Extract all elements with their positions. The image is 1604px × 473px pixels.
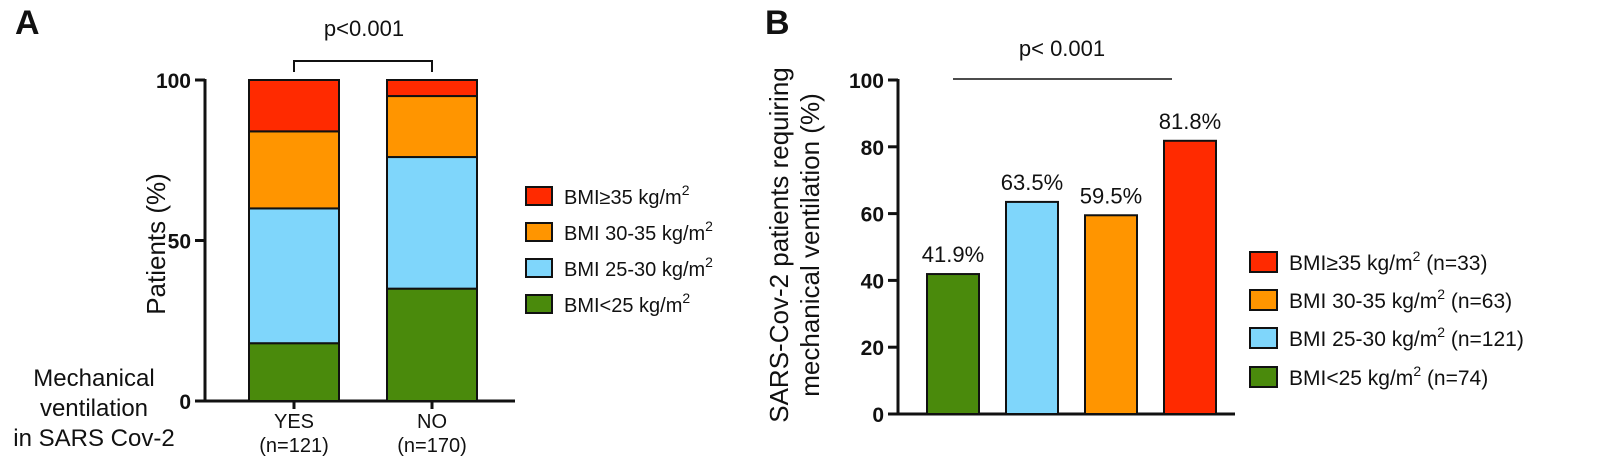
panel-b-legend-label: BMI≥35 kg/m2 (n=33) bbox=[1289, 248, 1487, 275]
panel-a-bar-segment bbox=[386, 79, 478, 98]
panel-b-y-axis-title: SARS-Cov-2 patients requiring mechanical… bbox=[764, 67, 825, 423]
panel-a-category-labels: YES(n=121) NO(n=170) bbox=[259, 411, 467, 457]
panel-a-legend-swatch bbox=[525, 222, 553, 242]
panel-a-legend-item: BMI 30-35 kg/m2 bbox=[525, 218, 713, 245]
panel-a-y-tick-label: 50 bbox=[168, 231, 191, 254]
panel-a-legend-item: BMI 25-30 kg/m2 bbox=[525, 254, 713, 281]
panel-a-legend-label: BMI 25-30 kg/m2 bbox=[564, 254, 713, 281]
panel-a-row-title-line-1: Mechanical bbox=[33, 365, 154, 392]
panel-a-legend-item: BMI<25 kg/m2 bbox=[525, 290, 690, 317]
panel-a-row-title-line-3: in SARS Cov-2 bbox=[13, 425, 174, 452]
panel-b-legend-swatch bbox=[1249, 289, 1278, 311]
panel-a-category-sublabel: (n=170) bbox=[397, 435, 467, 457]
panel-a-bar-segment bbox=[248, 130, 340, 210]
panel-a-legend-label: BMI≥35 kg/m2 bbox=[564, 182, 690, 209]
panel-a-legend-label: BMI 30-35 kg/m2 bbox=[564, 218, 713, 245]
panel-b: B SARS-Cov-2 patients requiring mechanic… bbox=[764, 4, 1524, 427]
panel-a-significance: p<0.001 bbox=[293, 16, 433, 72]
panel-b-bars: 41.9% 63.5% 59.5% 81.8% bbox=[922, 109, 1221, 415]
panel-b-legend-item: BMI≥35 kg/m2 (n=33) bbox=[1249, 248, 1487, 275]
panel-b-bar bbox=[1005, 200, 1059, 415]
panel-b-y-axis-title-line-1: SARS-Cov-2 patients requiring bbox=[764, 67, 794, 423]
panel-b-legend-label: BMI 30-35 kg/m2 (n=63) bbox=[1289, 286, 1512, 313]
panel-a-legend-item: BMI≥35 kg/m2 bbox=[525, 182, 690, 209]
panel-a-bars bbox=[248, 79, 478, 402]
panel-b-y-tick-label: 100 bbox=[849, 70, 884, 93]
panel-b-significance: p< 0.001 bbox=[953, 36, 1172, 80]
panel-a-bar-segment bbox=[386, 156, 478, 290]
panel-a: A Patients (%) Mechanical ventilation in… bbox=[13, 4, 713, 457]
panel-b-p-value: p< 0.001 bbox=[1019, 36, 1105, 61]
panel-b-legend-item: BMI<25 kg/m2 (n=74) bbox=[1249, 363, 1488, 390]
panel-b-bar-value-label: 41.9% bbox=[922, 242, 984, 267]
panel-a-legend-swatch bbox=[525, 186, 553, 206]
panel-b-legend-swatch bbox=[1249, 251, 1278, 273]
panel-b-y-tick-label: 60 bbox=[861, 204, 884, 227]
panel-a-legend: BMI≥35 kg/m2 BMI 30-35 kg/m2 BMI 25-30 kg/… bbox=[525, 182, 713, 317]
panel-b-bar-value-label: 81.8% bbox=[1159, 109, 1221, 134]
panel-b-y-tick-label: 40 bbox=[861, 270, 884, 293]
panel-b-bar bbox=[926, 273, 980, 415]
panel-a-category-sublabel: (n=121) bbox=[259, 435, 329, 457]
panel-b-letter: B bbox=[765, 4, 790, 42]
panel-a-y-tick-label: 0 bbox=[179, 391, 191, 414]
panel-a-legend-swatch bbox=[525, 294, 553, 314]
panel-a-category-label: YES bbox=[274, 411, 314, 433]
panel-a-legend-label: BMI<25 kg/m2 bbox=[564, 290, 690, 317]
panel-a-y-axis-title: Patients (%) bbox=[141, 173, 171, 315]
panel-b-bar bbox=[1084, 214, 1138, 415]
panel-a-bar-segment bbox=[248, 207, 340, 345]
panel-b-y-tick-label: 20 bbox=[861, 337, 884, 360]
panel-b-legend-label: BMI 25-30 kg/m2 (n=121) bbox=[1289, 324, 1524, 351]
panel-a-bar-segment bbox=[248, 79, 340, 133]
panel-b-y-axis-title-line-2: mechanical ventilation (%) bbox=[795, 93, 825, 396]
panel-b-legend-swatch bbox=[1249, 366, 1278, 388]
panel-b-legend: BMI≥35 kg/m2 (n=33) BMI 30-35 kg/m2 (n=63… bbox=[1249, 248, 1524, 390]
panel-a-category-label: NO bbox=[417, 411, 447, 433]
panel-a-row-title: Mechanical ventilation in SARS Cov-2 bbox=[13, 365, 174, 452]
panel-a-row-title-line-2: ventilation bbox=[40, 395, 148, 422]
panel-a-legend-swatch bbox=[525, 258, 553, 278]
panel-a-significance-bracket bbox=[293, 60, 433, 72]
panel-a-y-tick-label: 100 bbox=[156, 70, 191, 93]
panel-a-bar-segment bbox=[386, 287, 478, 402]
panel-b-legend-item: BMI 30-35 kg/m2 (n=63) bbox=[1249, 286, 1512, 313]
panel-a-bar-segment bbox=[248, 342, 340, 402]
panel-b-legend-label: BMI<25 kg/m2 (n=74) bbox=[1289, 363, 1488, 390]
panel-a-bar-segment bbox=[386, 95, 478, 159]
panel-b-legend-item: BMI 25-30 kg/m2 (n=121) bbox=[1249, 324, 1524, 351]
panel-b-bar-value-label: 63.5% bbox=[1001, 170, 1063, 195]
panel-b-bar-value-label: 59.5% bbox=[1080, 183, 1142, 208]
panel-b-bar bbox=[1163, 139, 1217, 415]
panel-b-y-tick-label: 80 bbox=[861, 137, 884, 160]
panel-a-letter: A bbox=[15, 4, 40, 42]
panel-a-p-value: p<0.001 bbox=[324, 16, 404, 41]
panel-b-legend-swatch bbox=[1249, 327, 1278, 349]
panel-b-y-tick-label: 0 bbox=[872, 404, 884, 427]
